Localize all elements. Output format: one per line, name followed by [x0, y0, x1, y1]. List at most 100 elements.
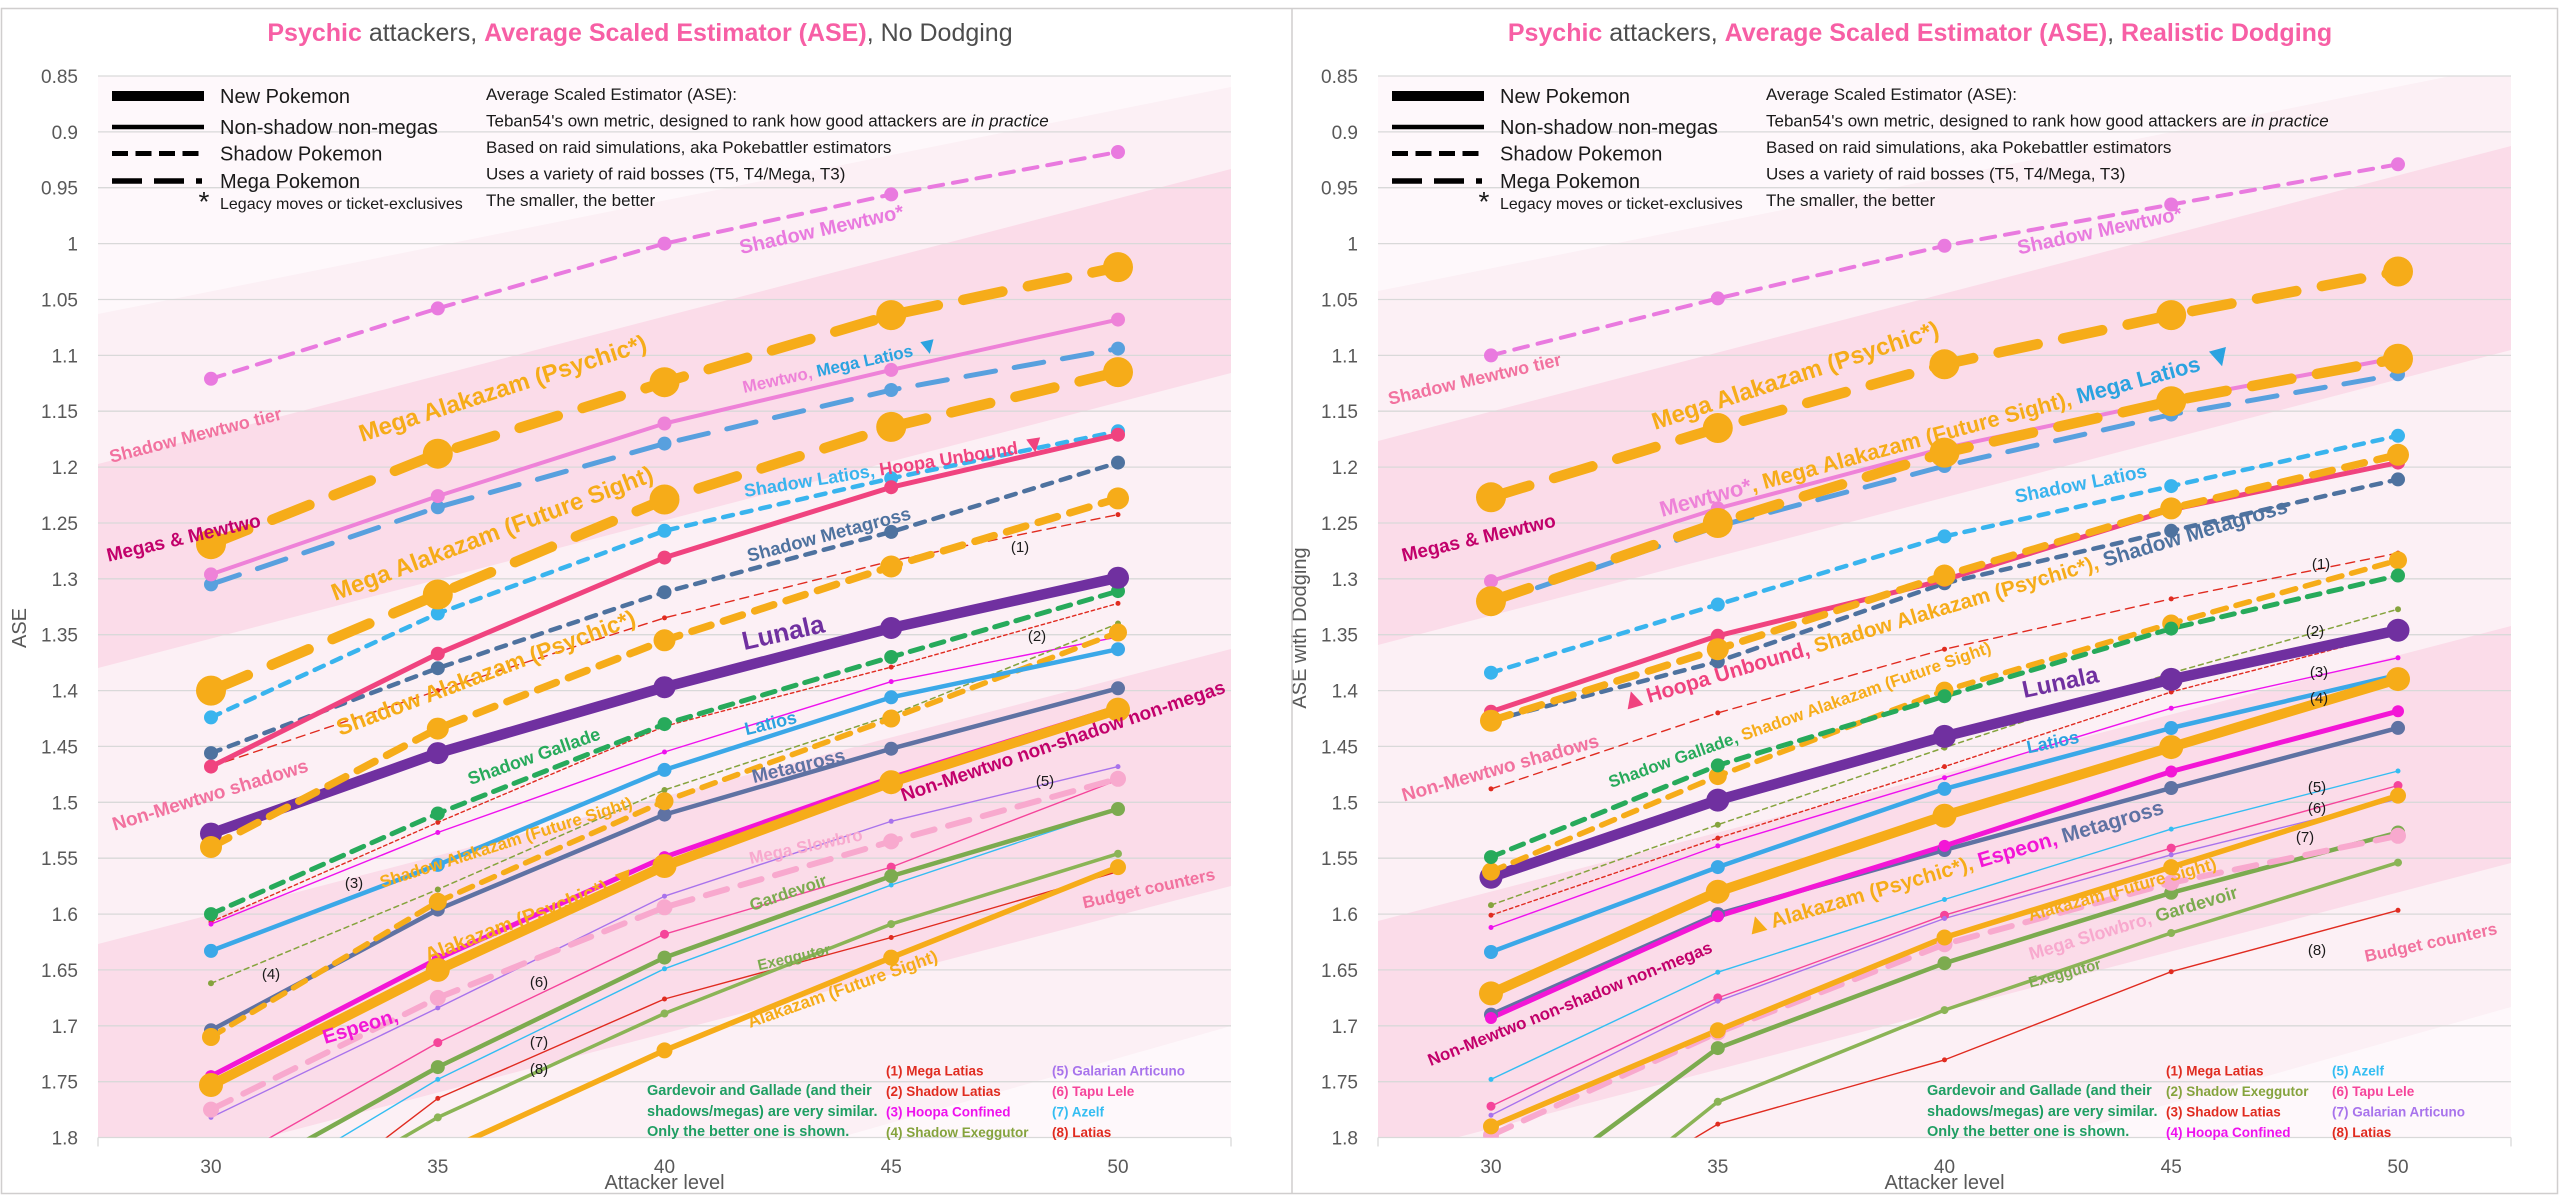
svg-text:Uses a variety of raid bosses: Uses a variety of raid bosses (T5, T4/Me… [486, 165, 845, 184]
svg-text:1.8: 1.8 [52, 1129, 78, 1150]
svg-text:Based on raid simulations, aka: Based on raid simulations, aka Pokebattl… [1766, 138, 2171, 157]
svg-text:1.45: 1.45 [1321, 737, 1358, 758]
svg-text:Attacker level: Attacker level [1884, 1172, 2004, 1194]
svg-text:1.4: 1.4 [52, 682, 79, 703]
svg-text:shadows/megas) are very simila: shadows/megas) are very similar. [647, 1104, 878, 1120]
svg-text:(5): (5) [1036, 773, 1054, 790]
svg-text:Gardevoir and Gallade (and the: Gardevoir and Gallade (and their [647, 1083, 872, 1099]
svg-text:1.75: 1.75 [41, 1073, 78, 1094]
svg-text:(7) Azelf: (7) Azelf [1052, 1105, 1105, 1120]
svg-text:1.35: 1.35 [41, 626, 78, 647]
svg-text:1.7: 1.7 [52, 1017, 78, 1038]
svg-text:Non-shadow non-megas: Non-shadow non-megas [220, 117, 438, 139]
svg-text:(7): (7) [530, 1034, 548, 1051]
svg-text:(1): (1) [2312, 556, 2330, 573]
svg-text:(3): (3) [345, 875, 363, 892]
svg-text:40: 40 [654, 1157, 675, 1178]
svg-text:(8): (8) [530, 1061, 548, 1078]
svg-text:1: 1 [1347, 235, 1358, 256]
svg-text:Only the better one is shown.: Only the better one is shown. [1927, 1124, 2129, 1140]
svg-text:(2) Shadow Exeggutor: (2) Shadow Exeggutor [2166, 1084, 2309, 1099]
svg-text:(2) Shadow Latias: (2) Shadow Latias [886, 1084, 1001, 1099]
svg-text:1.75: 1.75 [1321, 1073, 1358, 1094]
svg-text:1.3: 1.3 [1332, 570, 1358, 591]
svg-text:30: 30 [200, 1157, 221, 1178]
svg-text:(1) Mega Latias: (1) Mega Latias [2166, 1064, 2264, 1079]
svg-text:(4) Shadow Exeggutor: (4) Shadow Exeggutor [886, 1125, 1029, 1140]
svg-text:(2): (2) [2306, 623, 2324, 640]
svg-text:shadows/megas) are very simila: shadows/megas) are very similar. [1927, 1104, 2158, 1120]
svg-text:1.1: 1.1 [52, 346, 78, 367]
svg-text:Based on raid simulations, aka: Based on raid simulations, aka Pokebattl… [486, 138, 891, 157]
svg-text:(1) Mega Latias: (1) Mega Latias [886, 1064, 984, 1079]
svg-text:The smaller, the better: The smaller, the better [1766, 191, 1935, 210]
svg-text:(5) Azelf: (5) Azelf [2332, 1064, 2385, 1079]
svg-text:Shadow Pokemon: Shadow Pokemon [220, 144, 382, 166]
svg-text:45: 45 [881, 1157, 902, 1178]
svg-text:Teban54's own metric, designed: Teban54's own metric, designed to rank h… [486, 112, 1049, 131]
svg-text:Attacker level: Attacker level [604, 1172, 724, 1194]
svg-text:0.95: 0.95 [41, 179, 78, 200]
svg-text:1.8: 1.8 [1332, 1129, 1358, 1150]
svg-text:45: 45 [2161, 1157, 2182, 1178]
svg-text:1.7: 1.7 [1332, 1017, 1358, 1038]
svg-text:1.55: 1.55 [1321, 849, 1358, 870]
svg-text:(7): (7) [2296, 829, 2314, 846]
svg-text:Teban54's own metric, designed: Teban54's own metric, designed to rank h… [1766, 112, 2329, 131]
svg-text:35: 35 [1707, 1157, 1728, 1178]
svg-text:1.6: 1.6 [1332, 905, 1358, 926]
svg-text:(6) Tapu Lele: (6) Tapu Lele [2332, 1084, 2415, 1099]
svg-text:(7) Galarian Articuno: (7) Galarian Articuno [2332, 1105, 2465, 1120]
svg-text:(1): (1) [1011, 539, 1029, 556]
svg-text:1.25: 1.25 [41, 514, 78, 535]
svg-text:35: 35 [427, 1157, 448, 1178]
svg-text:(6): (6) [2308, 800, 2326, 817]
svg-text:(8) Latias: (8) Latias [2332, 1125, 2391, 1140]
svg-text:Legacy moves or ticket-exclusi: Legacy moves or ticket-exclusives [220, 196, 463, 213]
svg-text:40: 40 [1934, 1157, 1955, 1178]
svg-text:1.65: 1.65 [1321, 961, 1358, 982]
svg-text:Mega Pokemon: Mega Pokemon [1500, 171, 1640, 193]
svg-text:1.15: 1.15 [41, 402, 78, 423]
svg-text:1.45: 1.45 [41, 737, 78, 758]
svg-text:(8): (8) [2308, 942, 2326, 959]
svg-text:1.3: 1.3 [52, 570, 78, 591]
svg-text:Mega Pokemon: Mega Pokemon [220, 171, 360, 193]
svg-text:(3) Shadow Latias: (3) Shadow Latias [2166, 1105, 2281, 1120]
svg-text:0.85: 0.85 [1321, 67, 1358, 88]
svg-text:Shadow Pokemon: Shadow Pokemon [1500, 144, 1662, 166]
svg-text:(2): (2) [1028, 628, 1046, 645]
svg-text:(5) Galarian Articuno: (5) Galarian Articuno [1052, 1064, 1185, 1079]
svg-text:1.25: 1.25 [1321, 514, 1358, 535]
svg-text:Only the better one is shown.: Only the better one is shown. [647, 1124, 849, 1140]
svg-text:1.05: 1.05 [1321, 291, 1358, 312]
svg-text:New Pokemon: New Pokemon [1500, 86, 1630, 108]
svg-text:0.85: 0.85 [41, 67, 78, 88]
svg-text:ASE: ASE [9, 608, 31, 648]
svg-text:Psychic attackers, Average Sca: Psychic attackers, Average Scaled Estima… [267, 19, 1012, 47]
svg-text:1.15: 1.15 [1321, 402, 1358, 423]
svg-text:1.35: 1.35 [1321, 626, 1358, 647]
svg-text:(3) Hoopa Confined: (3) Hoopa Confined [886, 1105, 1011, 1120]
svg-text:50: 50 [1107, 1157, 1128, 1178]
svg-text:The smaller, the better: The smaller, the better [486, 191, 655, 210]
svg-text:1.5: 1.5 [52, 793, 78, 814]
svg-text:(4) Hoopa Confined: (4) Hoopa Confined [2166, 1125, 2291, 1140]
svg-text:(4): (4) [262, 966, 280, 983]
svg-text:(3): (3) [2310, 664, 2328, 681]
svg-text:Non-shadow non-megas: Non-shadow non-megas [1500, 117, 1718, 139]
svg-text:1.2: 1.2 [1332, 458, 1358, 479]
svg-text:*: * [199, 186, 210, 217]
svg-text:1.65: 1.65 [41, 961, 78, 982]
svg-text:(4): (4) [2310, 690, 2328, 707]
svg-text:0.9: 0.9 [52, 123, 78, 144]
svg-text:Average Scaled Estimator (ASE): Average Scaled Estimator (ASE): [1766, 85, 2017, 104]
svg-text:(6) Tapu Lele: (6) Tapu Lele [1052, 1084, 1135, 1099]
svg-text:New Pokemon: New Pokemon [220, 86, 350, 108]
svg-text:1.4: 1.4 [1332, 682, 1359, 703]
svg-text:Average Scaled Estimator (ASE): Average Scaled Estimator (ASE): [486, 85, 737, 104]
svg-text:0.9: 0.9 [1332, 123, 1358, 144]
svg-text:1: 1 [67, 235, 78, 256]
svg-text:1.55: 1.55 [41, 849, 78, 870]
svg-text:50: 50 [2387, 1157, 2408, 1178]
